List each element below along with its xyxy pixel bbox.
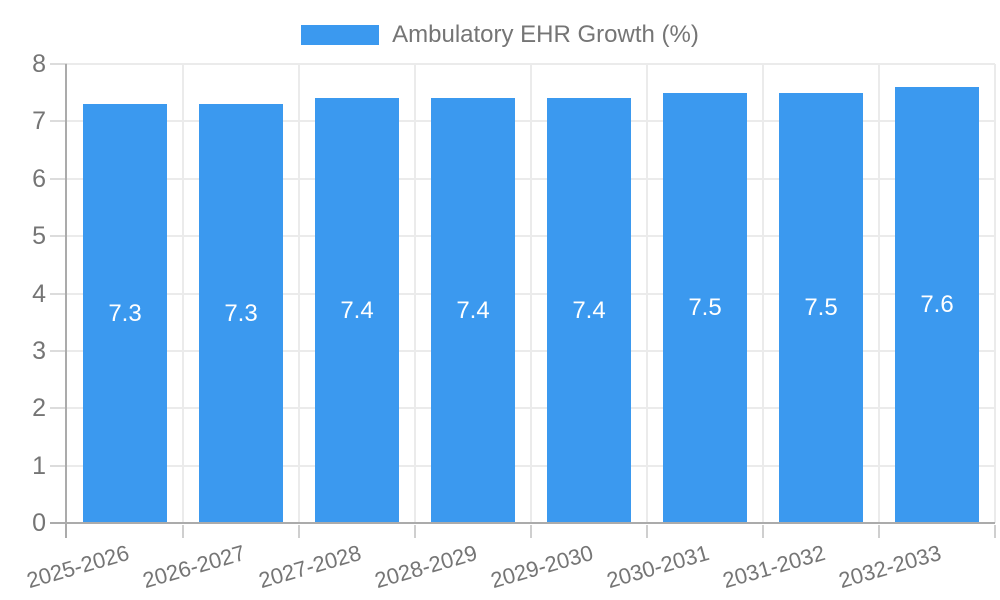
legend-swatch-icon[interactable] [301, 25, 380, 45]
y-axis-tick [50, 349, 67, 352]
v-gridline [182, 64, 184, 523]
v-gridline [762, 64, 764, 523]
bar[interactable] [663, 92, 747, 523]
v-gridline [878, 64, 880, 523]
x-tick-label: 2032-2033 [836, 540, 1000, 593]
y-tick-label: 4 [32, 279, 46, 308]
y-axis-tick [50, 177, 67, 180]
v-gridline [298, 64, 300, 523]
y-tick-label: 2 [32, 394, 46, 423]
bar[interactable] [895, 86, 979, 523]
v-gridline [530, 64, 532, 523]
legend-label[interactable]: Ambulatory EHR Growth (%) [392, 21, 699, 48]
y-axis-tick [50, 464, 67, 467]
x-axis-tick [646, 525, 648, 538]
bar[interactable] [431, 98, 515, 523]
x-axis-tick [878, 525, 880, 538]
bar-value-label: 7.5 [804, 293, 838, 321]
x-axis-tick [530, 525, 532, 538]
bar[interactable] [547, 98, 631, 523]
bar[interactable] [779, 92, 863, 523]
y-axis-tick [50, 63, 67, 65]
x-axis-tick [994, 525, 996, 538]
bar[interactable] [199, 104, 283, 523]
bar-value-label: 7.3 [108, 299, 142, 327]
y-axis-line [65, 64, 67, 538]
x-axis-tick [414, 525, 416, 538]
y-tick-label: 1 [32, 451, 46, 480]
bar-value-label: 7.4 [456, 296, 490, 324]
bar-value-label: 7.6 [920, 290, 954, 318]
y-tick-label: 3 [32, 336, 46, 365]
x-axis-tick [298, 525, 300, 538]
x-axis-tick [762, 525, 764, 538]
y-tick-label: 0 [32, 509, 46, 537]
y-axis-tick [50, 292, 67, 295]
x-axis-tick [182, 525, 184, 538]
v-gridline [646, 64, 648, 523]
y-axis-tick [50, 120, 67, 123]
bar-value-label: 7.4 [572, 296, 606, 324]
bar-value-label: 7.3 [224, 299, 258, 327]
bar-value-label: 7.5 [688, 293, 722, 321]
v-gridline [994, 64, 996, 523]
chart-legend: Ambulatory EHR Growth (%) [0, 18, 1000, 52]
y-axis-tick [50, 235, 67, 238]
v-gridline [414, 64, 416, 523]
bar[interactable] [83, 104, 167, 523]
y-axis-tick [50, 407, 67, 410]
x-tick-label-text: 2025-2026 [23, 540, 132, 594]
y-tick-label: 5 [32, 222, 46, 251]
y-tick-label: 8 [32, 50, 46, 78]
y-tick-label: 6 [32, 164, 46, 193]
x-axis-line [50, 522, 995, 524]
y-tick-label: 7 [32, 107, 46, 136]
bar-value-label: 7.4 [340, 296, 374, 324]
bar[interactable] [315, 98, 399, 523]
